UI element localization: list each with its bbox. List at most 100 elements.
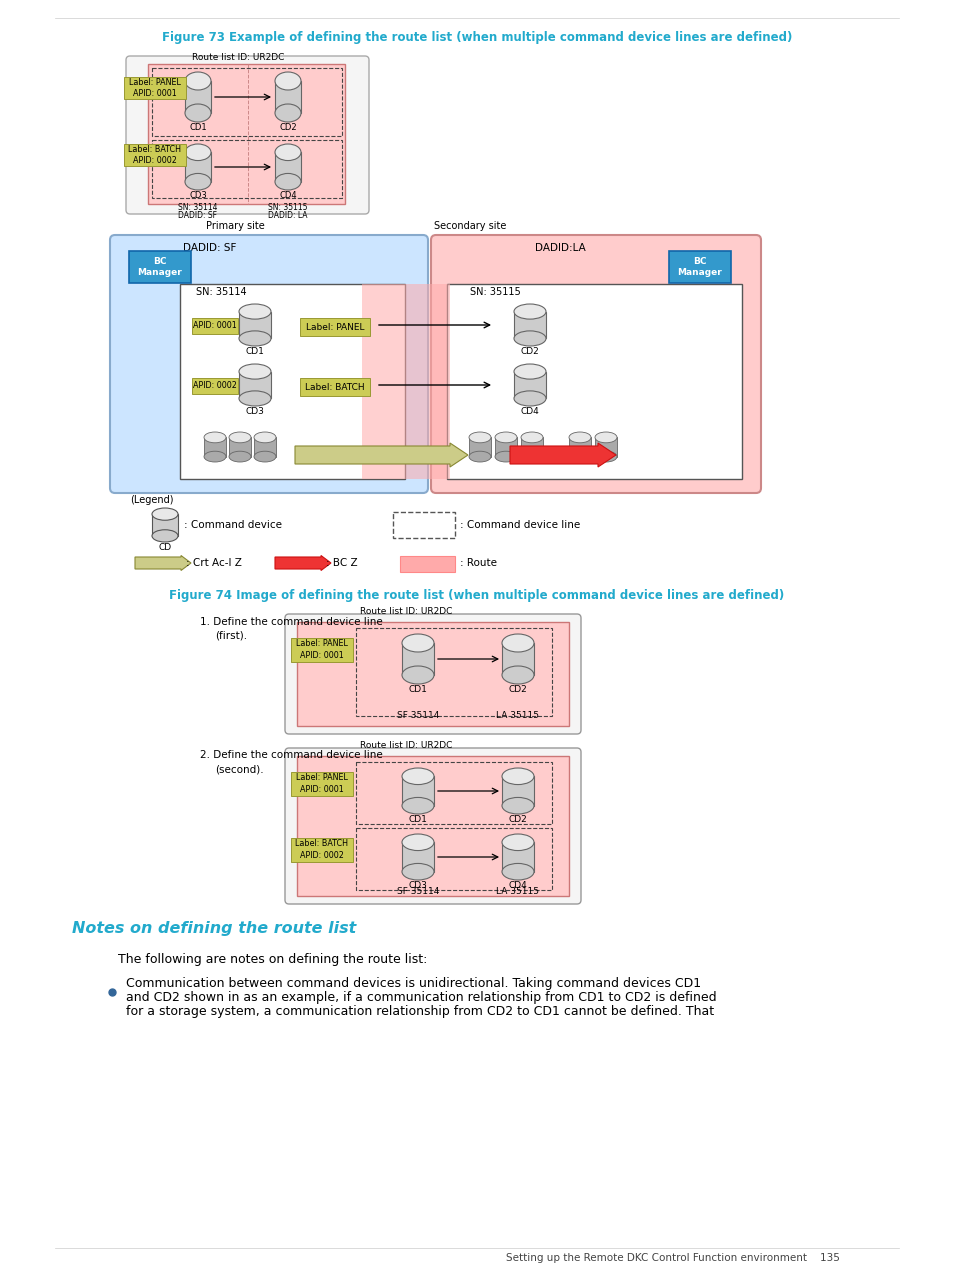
Bar	[229, 437, 251, 456]
Text: SN: 35115: SN: 35115	[470, 287, 520, 297]
Text: for a storage system, a communication relationship from CD2 to CD1 cannot be def: for a storage system, a communication re…	[126, 1005, 714, 1018]
Text: CD2: CD2	[508, 685, 527, 694]
Ellipse shape	[401, 634, 434, 652]
Text: Label: PANEL: Label: PANEL	[305, 323, 364, 332]
Text: CD2: CD2	[279, 123, 296, 132]
Ellipse shape	[401, 797, 434, 813]
Text: : Command device line: : Command device line	[459, 520, 579, 530]
Text: SN: 35114: SN: 35114	[195, 287, 247, 297]
Text: Figure 74 Image of defining the route list (when multiple command device lines a: Figure 74 Image of defining the route li…	[170, 588, 783, 601]
Ellipse shape	[514, 330, 545, 346]
Ellipse shape	[514, 364, 545, 379]
Bar	[447, 283, 741, 479]
Text: Notes on defining the route list: Notes on defining the route list	[71, 920, 355, 935]
Text: APID: 0002: APID: 0002	[193, 381, 236, 390]
Text: DADID:LA: DADID:LA	[534, 243, 585, 253]
Ellipse shape	[401, 834, 434, 850]
Bar	[501, 643, 534, 675]
Text: : Route: : Route	[459, 558, 497, 568]
Bar	[291, 838, 353, 862]
Ellipse shape	[185, 173, 211, 189]
FancyArrow shape	[294, 444, 468, 466]
Bar	[568, 437, 590, 456]
Text: BC
Manager: BC Manager	[677, 257, 721, 277]
Ellipse shape	[253, 432, 275, 442]
Text: CD: CD	[158, 544, 172, 553]
Bar	[401, 643, 434, 675]
Text: and CD2 shown in as an example, if a communication relationship from CD1 to CD2 : and CD2 shown in as an example, if a com…	[126, 991, 716, 1004]
FancyBboxPatch shape	[129, 250, 191, 283]
Ellipse shape	[401, 666, 434, 684]
Bar	[124, 78, 186, 99]
Bar	[296, 756, 568, 896]
Text: The following are notes on defining the route list:: The following are notes on defining the …	[118, 953, 427, 966]
Bar	[299, 318, 370, 336]
Text: Setting up the Remote DKC Control Function environment    135: Setting up the Remote DKC Control Functi…	[506, 1253, 840, 1263]
Bar	[274, 81, 301, 113]
FancyBboxPatch shape	[668, 250, 730, 283]
Ellipse shape	[274, 144, 301, 160]
Ellipse shape	[274, 173, 301, 189]
Text: CD3: CD3	[408, 882, 427, 891]
Ellipse shape	[204, 451, 226, 461]
Text: Label: PANEL: Label: PANEL	[295, 639, 348, 648]
Text: LA 35115: LA 35115	[496, 887, 539, 896]
Ellipse shape	[185, 72, 211, 90]
Bar	[192, 377, 237, 394]
Text: APID: 0002: APID: 0002	[300, 852, 344, 860]
Bar	[514, 311, 545, 338]
FancyBboxPatch shape	[431, 235, 760, 493]
Bar	[296, 622, 568, 726]
Text: 2. Define the command device line: 2. Define the command device line	[200, 750, 382, 760]
Text: CD2: CD2	[508, 816, 527, 825]
Text: CD4: CD4	[508, 882, 527, 891]
Text: SN: 35115: SN: 35115	[268, 203, 308, 212]
FancyArrow shape	[274, 555, 331, 571]
Text: CD1: CD1	[189, 123, 207, 132]
Text: Label: BATCH: Label: BATCH	[295, 840, 348, 849]
Text: SF 35114: SF 35114	[396, 887, 438, 896]
Text: DADID: SF: DADID: SF	[183, 243, 236, 253]
Bar	[520, 437, 542, 456]
FancyArrow shape	[510, 444, 616, 466]
Ellipse shape	[239, 304, 271, 319]
Text: CD1: CD1	[245, 347, 264, 356]
Text: CD3: CD3	[189, 192, 207, 201]
Bar	[152, 515, 178, 536]
Bar	[299, 377, 370, 397]
Ellipse shape	[239, 330, 271, 346]
Text: : Crt Ac-I Z: : Crt Ac-I Z	[186, 558, 242, 568]
Text: 1. Define the command device line: 1. Define the command device line	[200, 616, 382, 627]
Text: Figure 73 Example of defining the route list (when multiple command device lines: Figure 73 Example of defining the route …	[162, 32, 791, 44]
Text: Route list ID: UR2DC: Route list ID: UR2DC	[359, 608, 452, 616]
Text: CD4: CD4	[279, 192, 296, 201]
Ellipse shape	[568, 451, 590, 461]
Ellipse shape	[185, 144, 211, 160]
FancyArrow shape	[135, 555, 191, 571]
Ellipse shape	[595, 432, 617, 442]
Bar	[469, 437, 491, 456]
Bar	[501, 843, 534, 872]
Ellipse shape	[495, 432, 517, 442]
Bar	[495, 437, 517, 456]
Text: : Command device: : Command device	[184, 520, 282, 530]
Text: APID: 0001: APID: 0001	[133, 89, 176, 98]
Ellipse shape	[501, 797, 534, 813]
Text: CD3: CD3	[245, 408, 264, 417]
Bar	[148, 64, 345, 205]
Text: Label: BATCH: Label: BATCH	[305, 383, 364, 391]
Bar	[185, 153, 211, 182]
Ellipse shape	[568, 432, 590, 442]
Text: Primary site: Primary site	[206, 221, 264, 231]
Ellipse shape	[239, 364, 271, 379]
Text: Secondary site: Secondary site	[434, 221, 506, 231]
Bar	[291, 638, 353, 662]
Ellipse shape	[501, 634, 534, 652]
Bar	[192, 318, 237, 334]
Text: APID: 0001: APID: 0001	[193, 322, 236, 330]
Bar	[399, 555, 455, 572]
FancyBboxPatch shape	[285, 614, 580, 733]
Text: DADID: SF: DADID: SF	[178, 211, 217, 220]
Ellipse shape	[185, 104, 211, 122]
Ellipse shape	[501, 834, 534, 850]
